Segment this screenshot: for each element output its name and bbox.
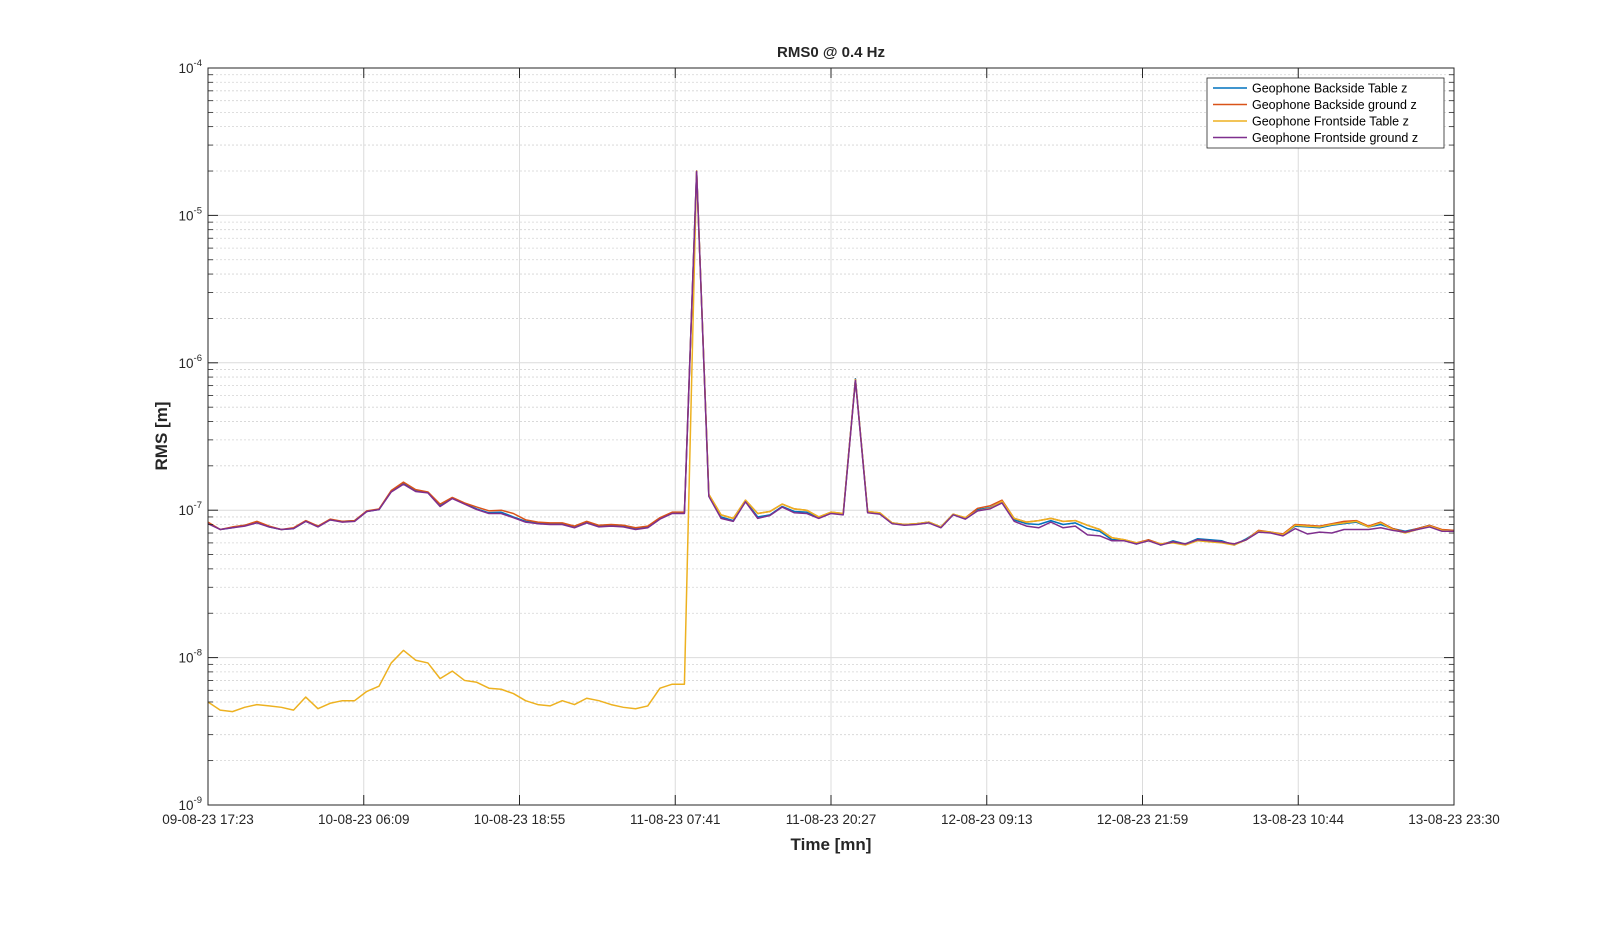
- x-tick-label: 12-08-23 09:13: [941, 812, 1033, 827]
- y-tick-label: 10-9: [179, 795, 202, 813]
- legend-label-3: Geophone Frontside Table z: [1252, 115, 1409, 129]
- y-tick-label: 10-7: [179, 500, 202, 518]
- x-tick-label: 11-08-23 20:27: [786, 812, 877, 827]
- y-tick-label: 10-8: [179, 648, 202, 666]
- x-axis-label: Time [mn]: [791, 835, 872, 854]
- x-tick-label: 13-08-23 23:30: [1408, 812, 1500, 827]
- legend-box: [1206, 77, 1445, 149]
- legend: Geophone Backside Table z Geophone Backsi…: [1206, 77, 1445, 149]
- x-tick-label: 12-08-23 21:59: [1097, 812, 1189, 827]
- legend-label-1: Geophone Backside Table z: [1252, 82, 1407, 96]
- legend-label-2: Geophone Backside ground z: [1252, 98, 1417, 112]
- series-line-4: [207, 170, 1454, 546]
- y-tick-label: 10-4: [179, 58, 202, 76]
- x-tick-label: 09-08-23 17:23: [162, 812, 254, 827]
- x-tick-label: 10-08-23 18:55: [474, 812, 566, 827]
- y-tick-label: 10-6: [179, 353, 202, 371]
- x-tick-label: 10-08-23 06:09: [318, 812, 410, 827]
- legend-label-4: Geophone Frontside ground z: [1252, 131, 1418, 145]
- x-tick-label: 11-08-23 07:41: [630, 812, 721, 827]
- x-tick-labels: 09-08-23 17:23 10-08-23 06:09 10-08-23 18:…: [162, 812, 1500, 827]
- y-tick-label: 10-5: [179, 205, 202, 223]
- series-lines: [207, 170, 1455, 713]
- x-tick-label: 13-08-23 10:44: [1252, 812, 1344, 827]
- y-tick-labels: 10-9 10-8 10-7 10-6 10-5 10-4: [179, 58, 202, 813]
- axis-ticks: [207, 67, 1455, 806]
- chart-title: RMS0 @ 0.4 Hz: [777, 44, 885, 61]
- y-axis-label: RMS [m]: [152, 402, 171, 471]
